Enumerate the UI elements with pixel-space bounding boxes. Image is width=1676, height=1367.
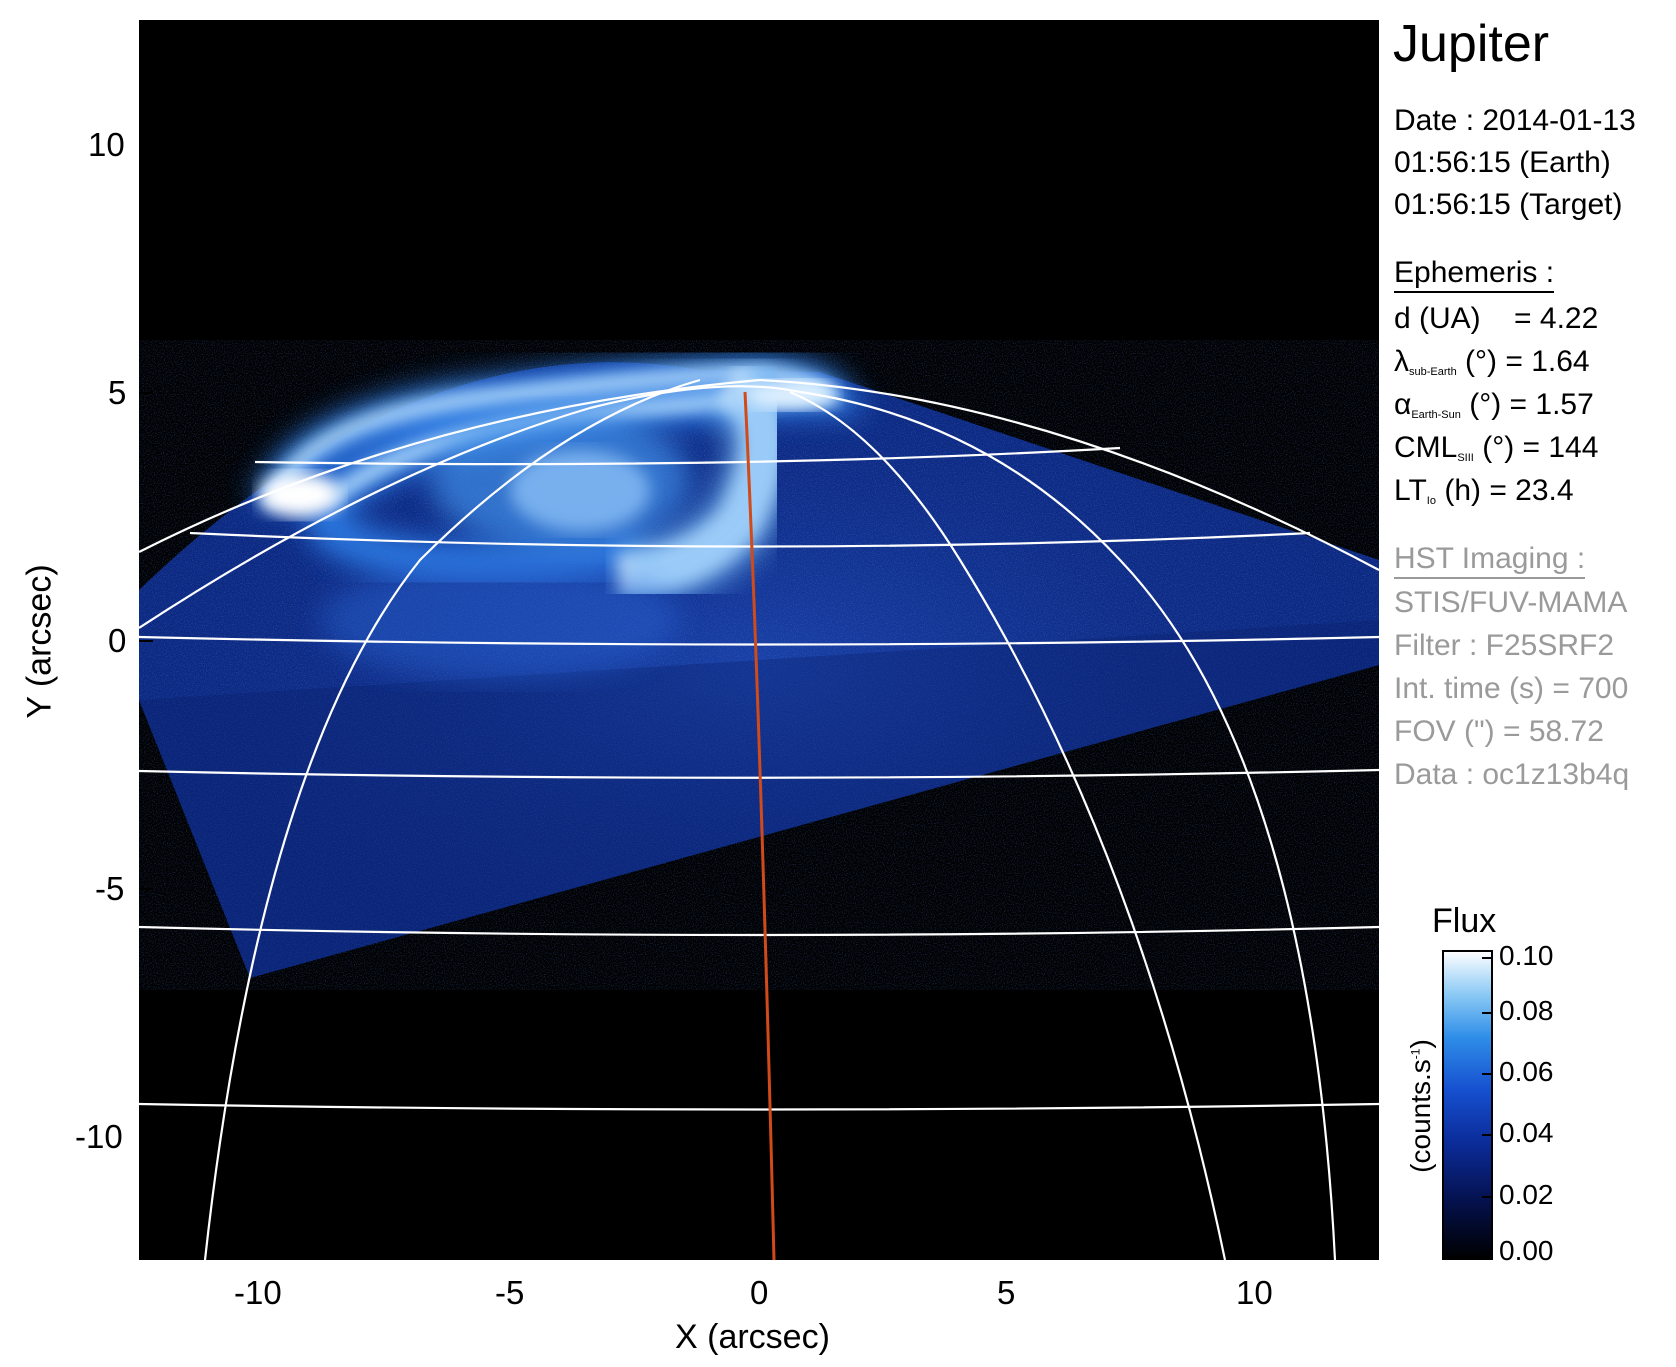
y-tick-label: 0: [108, 622, 127, 659]
colorbar-ticks: [1482, 957, 1492, 1254]
sub-earth-latitude-row: λsub-Earth (°) = 1.64: [1394, 345, 1590, 378]
x-tick-label: 0: [750, 1274, 769, 1311]
colorbar-tick-label: 0.02: [1499, 1179, 1554, 1210]
axis-ticks: [139, 144, 1256, 1260]
colorbar-tick-label: 0.08: [1499, 995, 1554, 1026]
distance-row: d (UA) = 4.22: [1394, 302, 1599, 335]
instrument-text: STIS/FUV-MAMA: [1394, 586, 1628, 619]
y-tick-label: -10: [75, 1118, 123, 1155]
cml-row: CMLSIII (°) = 144: [1394, 431, 1599, 464]
local-time-row: LTIo (h) = 23.4: [1394, 474, 1574, 507]
integration-time-text: Int. time (s) = 700: [1394, 672, 1629, 705]
colorbar-tick-label: 0.10: [1499, 940, 1554, 971]
date-text: Date : 2014-01-13: [1394, 104, 1636, 137]
y-tick-label: 10: [88, 126, 125, 163]
ephemeris-header: Ephemeris :: [1394, 256, 1555, 293]
x-tick-label: -10: [234, 1274, 282, 1311]
y-tick-label: 5: [108, 374, 127, 411]
colorbar-tick-label: 0.04: [1499, 1117, 1554, 1148]
y-tick-label: -5: [95, 870, 125, 907]
colorbar-tick-label: 0.06: [1499, 1056, 1554, 1087]
x-tick-label: 5: [997, 1274, 1016, 1311]
y-axis-label: Y (arcsec): [20, 564, 59, 719]
colorbar-title: Flux: [1432, 902, 1497, 940]
hst-imaging-header: HST Imaging :: [1394, 542, 1586, 579]
target-time-text: 01:56:15 (Target): [1394, 188, 1623, 221]
colorbar-tick-label: 0.00: [1499, 1235, 1554, 1266]
phase-angle-row: αEarth-Sun (°) = 1.57: [1394, 388, 1594, 421]
central-meridian-line: [743, 391, 776, 1260]
colorbar: [1442, 950, 1493, 1260]
page-title: Jupiter: [1393, 15, 1550, 73]
x-axis-label: X (arcsec): [675, 1318, 830, 1356]
colorbar-unit-label: (counts.s-1): [1405, 1039, 1436, 1173]
fov-text: FOV (") = 58.72: [1394, 715, 1604, 748]
dataset-text: Data : oc1z13b4q: [1394, 758, 1630, 791]
x-tick-label: 10: [1236, 1274, 1273, 1311]
auroral-emission: [251, 351, 867, 680]
x-tick-label: -5: [495, 1274, 525, 1311]
earth-time-text: 01:56:15 (Earth): [1394, 146, 1611, 179]
filter-text: Filter : F25SRF2: [1394, 629, 1615, 662]
